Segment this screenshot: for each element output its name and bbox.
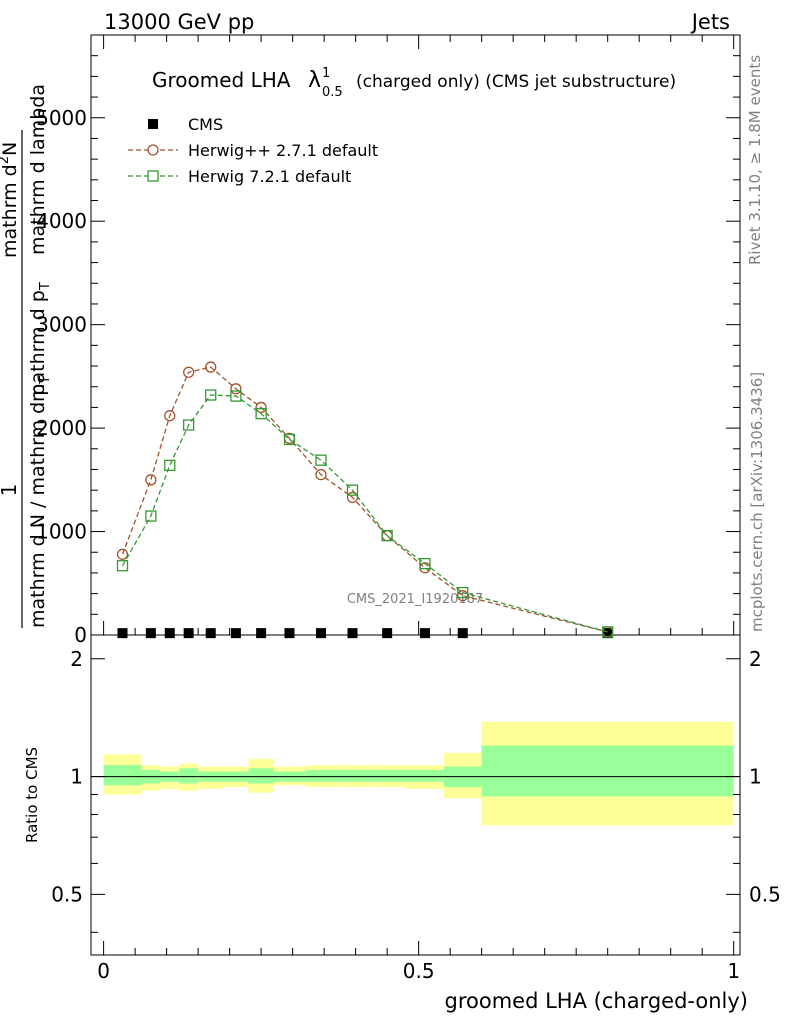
y-tick-label-main: 5000 — [36, 106, 87, 130]
y-axis-label-main: 1 mathrm d N / mathrm d pT mathrm d pT m… — [0, 84, 53, 628]
mcplots-reference-text: mcplots.cern.ch [arXiv:1306.3436] — [748, 372, 766, 632]
legend-marker-cms — [148, 119, 158, 129]
ratio-panel-frame — [90, 634, 741, 956]
herwig7-point — [205, 389, 217, 401]
y-tick-labels-main: 0 1000 2000 3000 4000 5000 — [36, 106, 87, 647]
herwig7-point — [283, 433, 296, 446]
plot-title: Groomed LHA λ 1 0.5 (charged only) (CMS … — [152, 66, 676, 100]
title-rest: (charged only) (CMS jet substructure) — [356, 72, 676, 92]
series-layer — [116, 361, 614, 639]
ylabel-denominator-tail: mathrm d lambda — [27, 84, 49, 255]
ylabel-denominator-end: mathrm d pT — [27, 282, 53, 402]
series-line-1 — [121, 366, 608, 633]
y-axis-label-ratio: Ratio to CMS — [23, 747, 41, 843]
y-tick-label-ratio-left: 0.5 — [51, 882, 83, 906]
cms-point — [419, 628, 430, 639]
title-sub: 0.5 — [322, 85, 343, 100]
herwig-pp-point — [230, 383, 242, 395]
herwig-pp-point — [183, 366, 195, 378]
herwig7-point — [255, 407, 267, 420]
legend-marker-herwig-pp — [147, 144, 159, 156]
ratio-band-green-bin — [305, 769, 337, 782]
x-tick-label: 0 — [97, 959, 110, 983]
cms-point — [256, 628, 267, 639]
ratio-band-green-bin — [103, 765, 142, 786]
ratio-band-green-bin — [368, 769, 407, 782]
legend-label: Herwig 7.2.1 default — [188, 167, 351, 186]
herwig7-point — [145, 510, 157, 522]
y-tick-label-main: 1000 — [36, 520, 87, 544]
cms-point — [164, 628, 175, 639]
x-tick-label: 1 — [727, 959, 740, 983]
y-tick-labels-ratio: 0.5 0.5 1 1 2 2 — [51, 647, 781, 907]
herwig7-point — [315, 454, 327, 466]
y-tick-label-main: 0 — [74, 623, 87, 647]
herwig7-point — [381, 530, 393, 542]
herwig-pp-point — [315, 469, 327, 481]
legend-label: Herwig++ 2.7.1 default — [188, 141, 378, 160]
ylabel-denominator: mathrm d N / mathrm d pT — [27, 376, 53, 628]
herwig7-point — [183, 419, 195, 431]
rivet-version-text: Rivet 3.1.10, ≥ 1.8M events — [746, 55, 764, 265]
title-lambda: λ — [308, 68, 321, 93]
axis-ticks — [91, 35, 740, 955]
y-tick-label-ratio-right: 2 — [749, 647, 762, 671]
herwig-pp-point — [164, 410, 176, 422]
herwig-pp-point — [116, 548, 129, 560]
cms-point — [457, 628, 468, 639]
ratio-band-green-bin — [248, 768, 274, 784]
series-line-2 — [121, 394, 608, 633]
cms-point — [230, 628, 241, 639]
herwig-pp-point — [205, 361, 217, 373]
watermark: CMS_2021_I1920187 — [347, 592, 483, 607]
legend-marker-herwig7 — [147, 170, 159, 182]
cms-point — [205, 628, 216, 639]
herwig7-point — [116, 560, 129, 572]
ratio-band-green-bin — [481, 745, 734, 797]
cms-point — [284, 628, 295, 639]
y-tick-label-ratio-right: 1 — [749, 765, 762, 789]
herwig7-point — [419, 557, 431, 570]
header-right: Jets — [690, 10, 730, 34]
ratio-band-green-bin — [179, 768, 199, 784]
legend: CMS Herwig++ 2.7.1 default Herwig 7.2.1 de… — [128, 115, 378, 186]
cms-point — [117, 628, 128, 639]
herwig7-point — [164, 459, 176, 471]
herwig-pp-point — [145, 474, 157, 486]
legend-label: CMS — [188, 115, 223, 134]
cms-point — [382, 628, 393, 639]
herwig7-point — [457, 586, 469, 599]
ylabel-one: 1 — [0, 484, 21, 497]
y-tick-label-ratio-left: 2 — [70, 647, 83, 671]
y-tick-label-main: 2000 — [36, 416, 87, 440]
ylabel-numerator: mathrm d2N — [0, 142, 21, 258]
herwig7-point — [602, 626, 614, 638]
cms-point — [347, 628, 358, 639]
cms-point — [315, 628, 326, 639]
ratio-band-green-bin — [336, 769, 369, 782]
x-axis-label: groomed LHA (charged-only) — [445, 989, 748, 1013]
herwig7-point — [230, 390, 242, 402]
cms-point — [602, 628, 613, 639]
title-main: Groomed LHA — [152, 68, 291, 92]
cms-point — [183, 628, 194, 639]
y-tick-label-main: 4000 — [36, 209, 87, 233]
ratio-band-green-bin — [406, 769, 444, 782]
x-tick-label: 0.5 — [403, 959, 435, 983]
cms-point — [145, 628, 156, 639]
title-sup: 1 — [322, 66, 330, 81]
header-left: 13000 GeV pp — [104, 10, 254, 34]
herwig7-point — [346, 484, 359, 496]
y-tick-label-main: 3000 — [36, 313, 87, 337]
y-tick-label-ratio-right: 0.5 — [749, 882, 781, 906]
y-tick-label-ratio-left: 1 — [70, 765, 83, 789]
herwig-pp-point — [255, 401, 267, 414]
x-tick-labels: 0 0.5 1 — [97, 959, 740, 983]
